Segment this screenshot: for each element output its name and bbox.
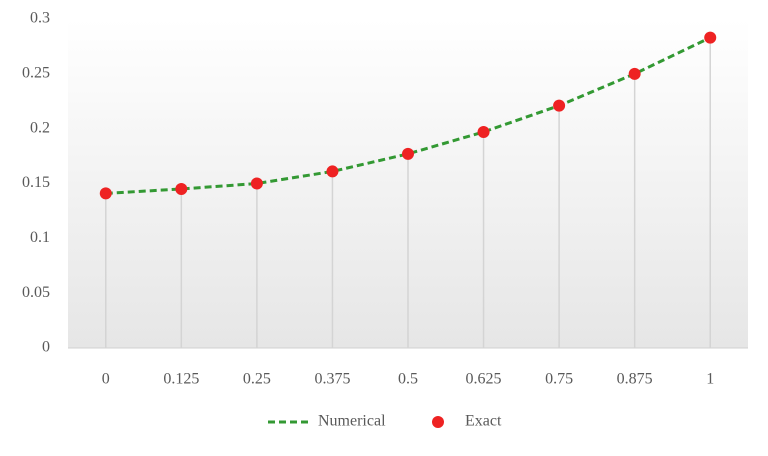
x-tick-label: 0 xyxy=(102,371,110,388)
x-tick-label: 0.75 xyxy=(545,371,573,388)
data-point xyxy=(250,177,263,190)
y-tick-label: 0 xyxy=(42,339,50,356)
y-tick-label: 0.1 xyxy=(30,229,50,246)
x-tick-label: 0.375 xyxy=(314,371,350,388)
y-tick-label: 0.15 xyxy=(22,174,50,191)
y-tick-label: 0.25 xyxy=(22,65,50,82)
y-tick-label: 0.05 xyxy=(22,284,50,301)
x-tick-label: 1 xyxy=(706,371,714,388)
legend-label: Numerical xyxy=(318,413,386,430)
x-tick-label: 0.5 xyxy=(398,371,418,388)
y-tick-label: 0.2 xyxy=(30,119,50,136)
y-tick-label: 0.3 xyxy=(30,10,50,27)
data-point xyxy=(326,165,339,178)
data-point xyxy=(175,182,188,195)
x-tick-label: 0.875 xyxy=(617,371,653,388)
data-point xyxy=(99,187,112,200)
x-tick-label: 0.25 xyxy=(243,371,271,388)
data-point xyxy=(402,147,414,160)
x-tick-label: 0.625 xyxy=(466,371,502,388)
data-point xyxy=(704,31,717,44)
legend-label: Exact xyxy=(465,413,502,430)
data-point xyxy=(553,99,566,112)
data-point xyxy=(628,67,641,80)
x-tick-label: 0.125 xyxy=(163,371,199,388)
legend-swatch xyxy=(432,416,444,428)
data-point xyxy=(477,125,490,138)
series-line xyxy=(105,36,711,195)
